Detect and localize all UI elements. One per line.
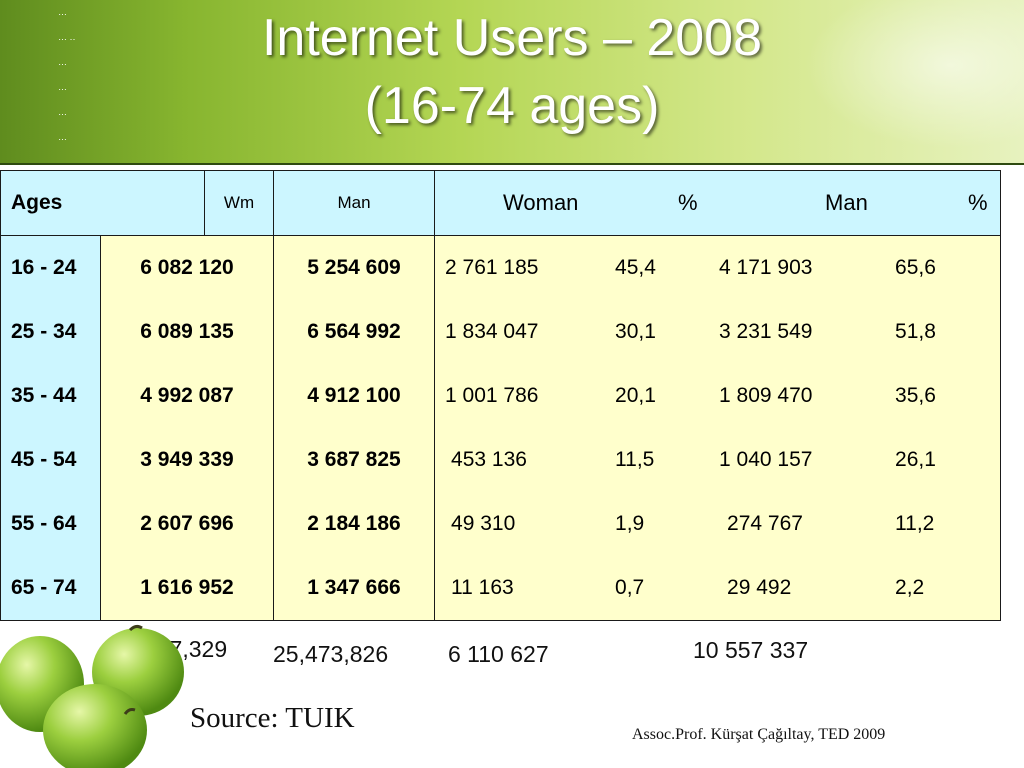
header-woman: Woman — [503, 190, 579, 215]
total-man-2: 10 557 337 — [693, 637, 809, 663]
age-group-cell: 16 - 24 — [0, 235, 101, 300]
breakdown-cell: 49 310 1,9 274 767 11,2 — [434, 492, 1002, 556]
man-count: 3 231 549 — [719, 320, 813, 343]
man-value-cell: 6 564 992 — [273, 300, 436, 364]
wm-value-cell: 2 607 696 — [99, 492, 275, 556]
table-header-row: Ages Wm Man Woman % Man % — [0, 170, 1002, 236]
woman-percent: 20,1 — [615, 384, 656, 407]
table-row: 65 - 74 1 616 952 1 347 666 11 163 0,7 29 492… — [0, 556, 1002, 621]
author-credit: Assoc.Prof. Kürşat Çağıltay, TED 2009 — [632, 726, 886, 743]
total-woman: 6 110 627 — [448, 641, 549, 667]
source-caption: Source: TUIK — [190, 702, 355, 734]
woman-count: 49 310 — [451, 512, 516, 535]
wm-value-cell: 6 089 135 — [99, 300, 275, 364]
header-ages: Ages — [0, 170, 206, 236]
man-count: 4 171 903 — [719, 256, 813, 279]
decorative-mark: … — [58, 57, 67, 67]
breakdown-cell: 1 001 786 20,1 1 809 470 35,6 — [434, 364, 1002, 428]
woman-count: 11 163 — [451, 576, 514, 599]
man-value-cell: 1 347 666 — [273, 556, 436, 621]
table-row: 25 - 34 6 089 135 6 564 992 1 834 047 30,1 3 … — [0, 300, 1002, 364]
woman-percent: 11,5 — [615, 448, 655, 471]
decorative-mark: … — [58, 132, 67, 142]
man-percent: 51,8 — [895, 320, 936, 343]
header-man-2: Man — [825, 190, 868, 215]
man-count: 29 492 — [727, 576, 792, 599]
table-row: 45 - 54 3 949 339 3 687 825 453 136 11,5 1 04… — [0, 428, 1002, 492]
internet-users-table: Ages Wm Man Woman % Man % 16 - 24 6 082 1… — [0, 170, 1002, 621]
woman-percent: 45,4 — [615, 256, 656, 279]
man-percent: 65,6 — [895, 256, 936, 279]
man-percent: 2,2 — [895, 576, 925, 599]
man-value-cell: 5 254 609 — [273, 235, 436, 300]
breakdown-cell: 2 761 185 45,4 4 171 903 65,6 — [434, 235, 1002, 300]
apple-stem — [123, 708, 136, 715]
woman-count: 1 834 047 — [445, 320, 539, 343]
woman-count: 1 001 786 — [445, 384, 539, 407]
decorative-mark: … — [58, 82, 67, 92]
slide-header: … … ‥ … … … … Internet Users – 2008 (16-… — [0, 0, 1024, 165]
age-group-cell: 65 - 74 — [0, 556, 101, 621]
breakdown-cell: 1 834 047 30,1 3 231 549 51,8 — [434, 300, 1002, 364]
man-value-cell: 3 687 825 — [273, 428, 436, 492]
apple-stem — [128, 624, 143, 632]
table-row: 16 - 24 6 082 120 5 254 609 2 761 185 45,4 4 … — [0, 235, 1002, 300]
wm-value-cell: 3 949 339 — [99, 428, 275, 492]
woman-percent: 1,9 — [615, 512, 645, 535]
man-percent: 35,6 — [895, 384, 936, 407]
green-apples-illustration — [0, 624, 184, 768]
man-count: 1 809 470 — [719, 384, 813, 407]
man-value-cell: 4 912 100 — [273, 364, 436, 428]
title-line-2: (16-74 ages) — [364, 77, 660, 135]
woman-percent: 30,1 — [615, 320, 656, 343]
wm-value-cell: 4 992 087 — [99, 364, 275, 428]
table-row: 55 - 64 2 607 696 2 184 186 49 310 1,9 274 76… — [0, 492, 1002, 556]
age-group-cell: 25 - 34 — [0, 300, 101, 364]
slide-title: Internet Users – 2008 (16-74 ages) — [0, 4, 1024, 140]
man-percent: 26,1 — [895, 448, 936, 471]
decorative-marks: … … ‥ … … … … — [58, 0, 76, 150]
breakdown-cell: 11 163 0,7 29 492 2,2 — [434, 556, 1002, 621]
leaf-highlight — [780, 0, 1024, 163]
decorative-mark: … — [58, 7, 67, 17]
wm-value-cell: 1 616 952 — [99, 556, 275, 621]
header-wm: Wm — [204, 170, 275, 236]
breakdown-cell: 453 136 11,5 1 040 157 26,1 — [434, 428, 1002, 492]
woman-count: 2 761 185 — [445, 256, 539, 279]
man-count: 274 767 — [727, 512, 803, 535]
age-group-cell: 35 - 44 — [0, 364, 101, 428]
age-group-cell: 45 - 54 — [0, 428, 101, 492]
header-breakdown: Woman % Man % — [434, 170, 1002, 236]
total-man: 25,473,826 — [273, 641, 389, 667]
woman-percent: 0,7 — [615, 576, 645, 599]
man-count: 1 040 157 — [719, 448, 813, 471]
header-man: Man — [273, 170, 436, 236]
man-value-cell: 2 184 186 — [273, 492, 436, 556]
woman-count: 453 136 — [451, 448, 527, 471]
decorative-mark: … ‥ — [58, 32, 76, 42]
title-line-1: Internet Users – 2008 — [261, 9, 763, 67]
header-man-percent: % — [968, 190, 988, 215]
wm-value-cell: 6 082 120 — [99, 235, 275, 300]
header-woman-percent: % — [678, 190, 698, 215]
decorative-mark: … — [58, 107, 67, 117]
man-percent: 11,2 — [895, 512, 935, 535]
apple-front — [43, 684, 147, 768]
table-row: 35 - 44 4 992 087 4 912 100 1 001 786 20,1 1 … — [0, 364, 1002, 428]
age-group-cell: 55 - 64 — [0, 492, 101, 556]
